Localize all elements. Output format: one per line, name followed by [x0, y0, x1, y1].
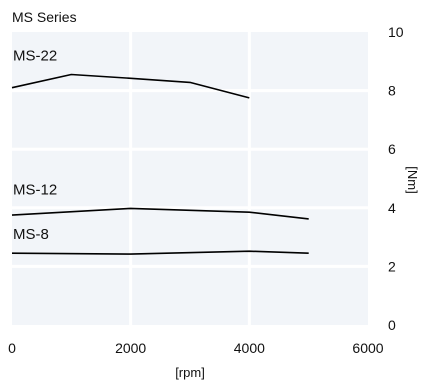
- y-tick-label: 6: [388, 141, 396, 157]
- y-tick-label: 0: [388, 317, 396, 333]
- x-axis-title: [rpm]: [175, 365, 205, 380]
- grid-lines: [12, 32, 368, 325]
- chart-title: MS Series: [12, 9, 77, 25]
- series-label-ms-8: MS-8: [13, 226, 49, 243]
- series-line-ms-22: [11, 73, 250, 99]
- plot-area: [12, 32, 368, 325]
- series-line-ms-8: [11, 250, 309, 255]
- x-axis-ticks: 0 2000 4000 6000: [8, 340, 384, 356]
- x-tick-label: 2000: [115, 340, 146, 356]
- x-tick-label: 6000: [352, 340, 383, 356]
- series-line-ms-12: [11, 207, 309, 220]
- y-axis-title: [Nm]: [405, 166, 420, 193]
- x-tick-label: 4000: [234, 340, 265, 356]
- y-tick-label: 2: [388, 258, 396, 274]
- y-tick-label: 8: [388, 83, 396, 99]
- series-lines: [11, 73, 309, 255]
- y-axis-ticks: 0 2 4 6 8 10: [388, 24, 404, 333]
- series-labels: MS-22 MS-12 MS-8: [13, 47, 57, 243]
- y-tick-label: 10: [388, 24, 404, 40]
- x-tick-label: 0: [8, 340, 16, 356]
- series-label-ms-12: MS-12: [13, 181, 57, 198]
- y-tick-label: 4: [388, 200, 396, 216]
- series-label-ms-22: MS-22: [13, 47, 57, 64]
